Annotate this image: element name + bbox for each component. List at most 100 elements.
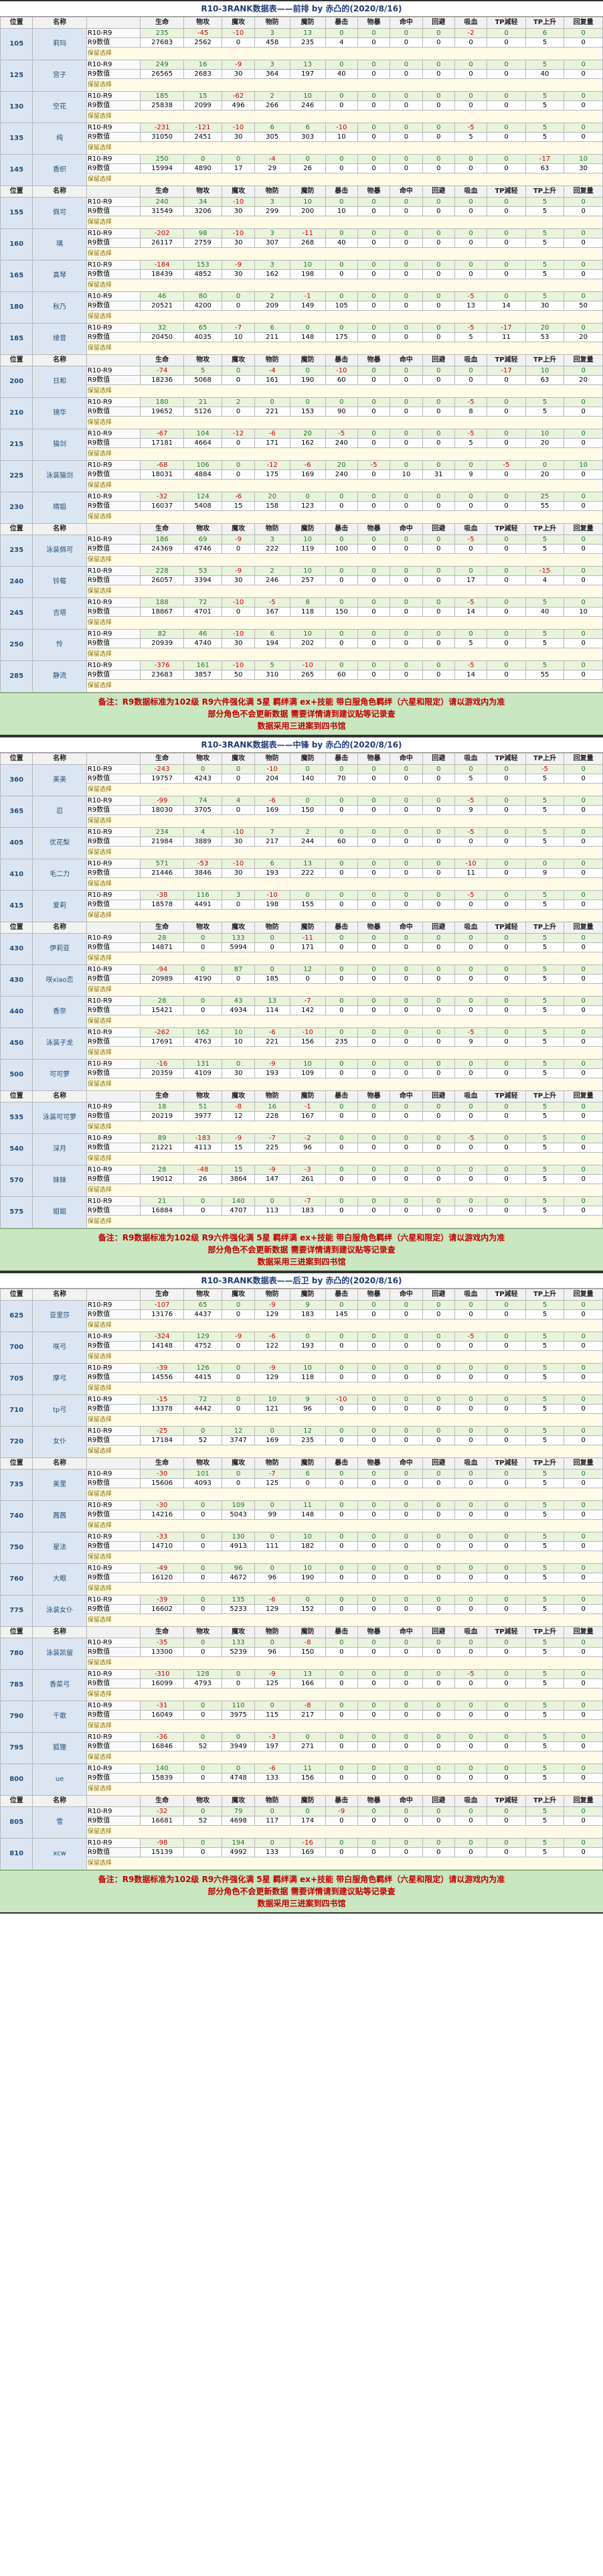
diff-cell: 0 — [564, 534, 603, 545]
base-cell: 271 — [289, 1741, 326, 1751]
unit-position: 410 — [0, 859, 33, 891]
unit-position: 720 — [0, 1426, 33, 1458]
diff-cell: 0 — [525, 460, 565, 470]
diff-cell: 240 — [140, 197, 184, 207]
diff-cell: 0 — [422, 1102, 455, 1112]
row-label: R9数值 — [86, 163, 141, 173]
row-label: R9数值 — [86, 1678, 141, 1689]
base-cell: 31549 — [140, 206, 184, 216]
row-label: R10-R9 — [86, 859, 141, 869]
base-cell: 0 — [422, 332, 455, 342]
base-cell: 9 — [525, 868, 565, 878]
base-cell: 0 — [564, 238, 603, 248]
base-cell: 5 — [525, 238, 565, 248]
row-label: R10-R9 — [86, 1332, 141, 1342]
unit-position: 805 — [0, 1806, 33, 1839]
base-cell: 4113 — [183, 1143, 223, 1153]
base-cell: 169 — [289, 470, 326, 480]
diff-cell: 0 — [454, 1426, 488, 1436]
base-cell: 0 — [564, 100, 603, 111]
diff-cell: 0 — [222, 154, 255, 164]
diff-cell: 0 — [487, 1838, 526, 1848]
base-cell: 0 — [357, 1174, 391, 1184]
row-label: R10-R9 — [86, 1363, 141, 1373]
base-cell: 0 — [325, 1404, 358, 1414]
base-cell: 20989 — [140, 974, 184, 984]
unit-diff-row: 800 ue R10-R9 140 0 0 -6 11 0 0 0 0 0 0 5 0 — [0, 1764, 603, 1796]
diff-cell: 0 — [487, 1300, 526, 1310]
section-note-line: 数据采用三进案到四书馆 — [257, 1899, 346, 1908]
unit-diff-row: 570 妹妹 R10-R9 28 -48 15 -9 -3 0 0 0 0 0 0 5 0 — [0, 1165, 603, 1197]
unit-base-row: R9数值 20989 4190 0 185 0 0 0 0 0 0 0 5 0 — [1, 974, 603, 984]
base-cell: 0 — [357, 638, 391, 648]
base-cell: 0 — [564, 837, 603, 847]
base-cell: 0 — [390, 1510, 423, 1520]
base-cell: 0 — [454, 375, 488, 385]
base-cell: 197 — [289, 69, 326, 79]
base-cell: 0 — [422, 974, 455, 984]
diff-cell: 11 — [289, 1500, 326, 1510]
diff-cell: 74 — [183, 796, 223, 806]
diff-cell: -38 — [140, 890, 184, 900]
diff-cell: 0 — [422, 197, 455, 207]
unit-name: 纯 — [32, 123, 87, 155]
diff-cell: 0 — [254, 1196, 290, 1206]
diff-cell: 0 — [454, 1102, 488, 1112]
unit-note-row: 保留选择 — [1, 952, 603, 965]
diff-cell: -8 — [289, 1701, 326, 1711]
column-header: 命中 — [390, 1457, 423, 1470]
column-header: 回避 — [422, 1457, 455, 1470]
row-note: 保留选择 — [86, 1413, 603, 1427]
diff-cell: 0 — [357, 197, 391, 207]
diff-cell: -11 — [289, 933, 326, 943]
column-header: 暴击 — [325, 523, 358, 535]
diff-cell: 0 — [390, 1469, 423, 1479]
diff-cell: 0 — [454, 996, 488, 1006]
column-header: TP減轻 — [487, 523, 526, 535]
base-cell: 4793 — [183, 1678, 223, 1689]
diff-cell: 0 — [357, 60, 391, 70]
column-header: TP減轻 — [487, 1289, 526, 1301]
diff-cell: 0 — [422, 1469, 455, 1479]
base-cell: 0 — [487, 1678, 526, 1689]
diff-cell: 0 — [289, 764, 326, 774]
diff-cell: 0 — [422, 154, 455, 164]
diff-cell: -9 — [222, 566, 255, 576]
diff-cell: 0 — [357, 1394, 391, 1405]
base-cell: 166 — [289, 1678, 326, 1689]
unit-position: 405 — [0, 827, 33, 859]
base-cell: 0 — [390, 1111, 423, 1121]
diff-cell: 0 — [422, 1701, 455, 1711]
diff-cell: 0 — [357, 859, 391, 869]
diff-cell: -9 — [222, 534, 255, 545]
column-header: 吸血 — [454, 1457, 488, 1470]
base-cell: 21446 — [140, 868, 184, 878]
base-cell: 15606 — [140, 1478, 184, 1488]
base-cell: 30 — [222, 837, 255, 847]
unit-note-row: 保留选择 — [1, 679, 603, 693]
unit-note-row: 保留选择 — [1, 877, 603, 891]
diff-cell: 6 — [254, 859, 290, 869]
base-cell: 4884 — [183, 470, 223, 480]
diff-cell: 0 — [487, 933, 526, 943]
diff-cell: 0 — [487, 1701, 526, 1711]
diff-cell: 0 — [422, 492, 455, 502]
diff-cell: 13 — [289, 1669, 326, 1679]
base-cell: 190 — [289, 375, 326, 385]
base-cell: 155 — [289, 900, 326, 910]
column-header: 物攻 — [183, 17, 223, 29]
diff-cell: 0 — [325, 492, 358, 502]
row-note: 保留选择 — [86, 1656, 603, 1670]
column-header: 回复量 — [564, 1090, 603, 1102]
column-header: TP上升 — [525, 17, 565, 29]
diff-cell: 0 — [325, 660, 358, 670]
diff-cell: 5 — [525, 660, 565, 670]
base-cell: 0 — [454, 1341, 488, 1351]
unit-base-row: R9数值 26057 3394 30 246 257 0 0 0 0 17 0 4 0 — [1, 575, 603, 585]
base-cell: 0 — [390, 1005, 423, 1015]
column-header: 物暴 — [357, 186, 391, 198]
unit-base-row: R9数值 21984 3889 30 217 244 60 0 0 0 0 0 5 0 — [1, 837, 603, 847]
base-cell: 16681 — [140, 1816, 184, 1826]
base-cell: 0 — [222, 38, 255, 48]
diff-cell: 0 — [357, 964, 391, 975]
